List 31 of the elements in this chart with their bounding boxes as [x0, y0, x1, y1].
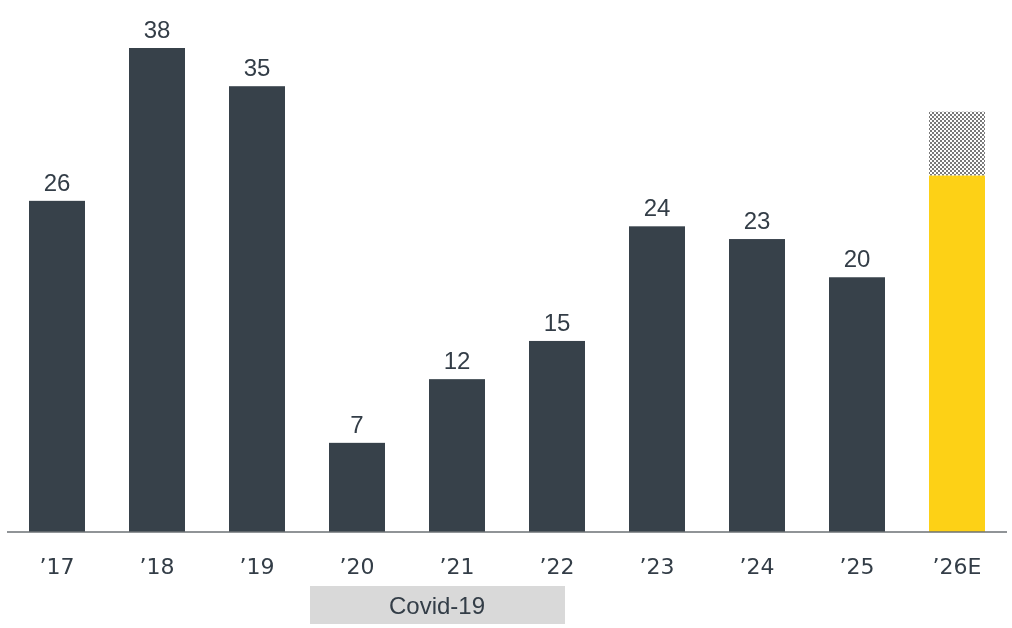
data-label: 20 — [843, 245, 871, 273]
data-label: 35 — [243, 54, 271, 82]
data-label: 7 — [350, 410, 364, 438]
bar — [129, 48, 185, 532]
data-label: 12 — [443, 347, 471, 375]
bar — [829, 277, 885, 532]
x-tick-label: ’22 — [539, 554, 575, 579]
bar — [729, 239, 785, 532]
bar — [429, 379, 485, 532]
bar — [329, 442, 385, 532]
bar — [929, 175, 985, 532]
x-tick-label: ’25 — [839, 554, 875, 579]
text: Covid-19 — [388, 592, 486, 619]
x-tick-label: ’21 — [439, 554, 475, 579]
bar — [929, 111, 985, 176]
bar — [629, 226, 685, 532]
data-label: 26 — [43, 168, 71, 196]
x-tick-label: ’24 — [739, 554, 775, 579]
bar — [29, 200, 85, 532]
data-label: 38 — [143, 16, 171, 43]
x-tick-label: ’19 — [239, 554, 275, 579]
bar — [229, 86, 285, 532]
data-label: 24 — [643, 194, 671, 222]
data-label: 15 — [543, 308, 571, 336]
data-label: 23 — [743, 207, 771, 235]
x-tick-label: ’23 — [639, 554, 675, 579]
x-tick-label: ’18 — [139, 554, 175, 579]
x-tick-label: ’20 — [339, 554, 375, 579]
bar — [529, 340, 585, 532]
x-tick-label: ’26E — [932, 554, 982, 579]
x-tick-label: ’17 — [39, 554, 75, 579]
